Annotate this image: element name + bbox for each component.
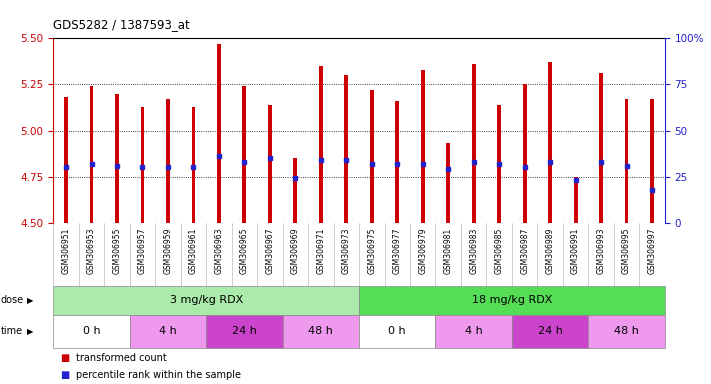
Text: 18 mg/kg RDX: 18 mg/kg RDX: [471, 295, 552, 306]
Bar: [497, 105, 501, 223]
Text: 24 h: 24 h: [538, 326, 562, 336]
Bar: [370, 90, 374, 223]
Text: GSM306955: GSM306955: [112, 228, 122, 274]
Text: GSM306969: GSM306969: [291, 228, 300, 274]
Bar: [599, 73, 603, 223]
Text: GSM306995: GSM306995: [622, 228, 631, 274]
Bar: [64, 98, 68, 223]
Text: 48 h: 48 h: [309, 326, 333, 336]
Text: 4 h: 4 h: [465, 326, 483, 336]
Bar: [344, 75, 348, 223]
Text: GSM306961: GSM306961: [189, 228, 198, 274]
Text: GSM306993: GSM306993: [597, 228, 606, 274]
Text: GSM306983: GSM306983: [469, 228, 479, 274]
Text: 24 h: 24 h: [232, 326, 257, 336]
Text: GDS5282 / 1387593_at: GDS5282 / 1387593_at: [53, 18, 190, 31]
Text: GSM306979: GSM306979: [418, 228, 427, 274]
Bar: [268, 105, 272, 223]
Text: GSM306977: GSM306977: [392, 228, 402, 274]
Text: dose: dose: [1, 295, 24, 306]
Text: GSM306963: GSM306963: [215, 228, 223, 274]
Bar: [548, 62, 552, 223]
Bar: [90, 86, 93, 223]
Text: GSM306987: GSM306987: [520, 228, 529, 274]
Text: GSM306953: GSM306953: [87, 228, 96, 274]
Bar: [472, 64, 476, 223]
Text: ■: ■: [60, 353, 70, 364]
Bar: [421, 70, 424, 223]
Bar: [166, 99, 170, 223]
Text: 4 h: 4 h: [159, 326, 177, 336]
Text: GSM306959: GSM306959: [164, 228, 173, 274]
Text: GSM306971: GSM306971: [316, 228, 326, 274]
Bar: [217, 44, 221, 223]
Text: ▶: ▶: [27, 327, 33, 336]
Text: ▶: ▶: [27, 296, 33, 305]
Text: GSM306985: GSM306985: [495, 228, 503, 274]
Bar: [191, 107, 196, 223]
Text: 48 h: 48 h: [614, 326, 639, 336]
Text: 0 h: 0 h: [388, 326, 406, 336]
Bar: [574, 177, 577, 223]
Bar: [319, 66, 323, 223]
Bar: [650, 99, 654, 223]
Text: time: time: [1, 326, 23, 336]
Text: GSM306981: GSM306981: [444, 228, 453, 274]
Text: GSM306957: GSM306957: [138, 228, 147, 274]
Bar: [141, 107, 144, 223]
Text: GSM306989: GSM306989: [545, 228, 555, 274]
Bar: [523, 84, 527, 223]
Text: 3 mg/kg RDX: 3 mg/kg RDX: [169, 295, 243, 306]
Text: GSM306991: GSM306991: [571, 228, 580, 274]
Text: GSM306975: GSM306975: [368, 228, 376, 274]
Text: GSM306967: GSM306967: [265, 228, 274, 274]
Bar: [625, 99, 629, 223]
Bar: [294, 158, 297, 223]
Text: GSM306951: GSM306951: [62, 228, 70, 274]
Text: 0 h: 0 h: [82, 326, 100, 336]
Bar: [395, 101, 399, 223]
Bar: [115, 94, 119, 223]
Text: GSM306973: GSM306973: [342, 228, 351, 274]
Text: percentile rank within the sample: percentile rank within the sample: [76, 370, 241, 380]
Bar: [447, 144, 450, 223]
Text: GSM306997: GSM306997: [648, 228, 656, 274]
Text: ■: ■: [60, 370, 70, 380]
Bar: [242, 86, 246, 223]
Text: GSM306965: GSM306965: [240, 228, 249, 274]
Text: transformed count: transformed count: [76, 353, 167, 364]
